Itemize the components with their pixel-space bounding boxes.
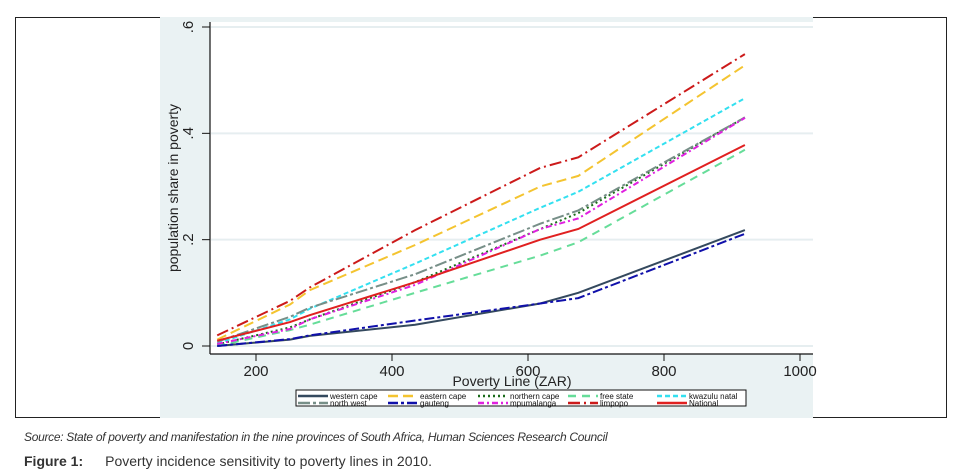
x-tick-label: 400 [379,363,404,380]
legend-label: western cape [329,392,378,401]
legend-label: National [689,399,719,408]
y-tick-label: 0 [180,342,197,350]
series-line-mpumalanga [216,117,746,345]
legend-label: north west [330,399,368,408]
y-tick-label: .2 [180,233,197,246]
plot-area [210,22,813,354]
x-axis-title: Poverty Line (ZAR) [452,373,571,389]
legend-label: kwazulu natal [689,392,738,401]
series-line-northern-cape [216,116,746,346]
series-line-limpopo [216,53,746,337]
figure-text: Poverty incidence sensitivity to poverty… [105,453,432,469]
x-tick-label: 600 [515,363,540,380]
legend: western cape eastern cape northern cape fre… [295,389,747,408]
series-line-national [216,144,746,342]
legend-label: limpopo [600,399,629,408]
y-axis-title: population share in poverty [165,104,181,272]
legend-label: northern cape [510,392,560,401]
series-line-free-state [216,148,746,347]
source-note: Source: State of poverty and manifestati… [24,430,608,444]
series-line-western-cape [217,229,746,347]
x-tick-label: 800 [651,363,676,380]
y-tick-label: .6 [180,21,197,34]
x-tick-label: 200 [243,363,268,380]
series-line-eastern-cape [216,64,746,341]
legend-label: eastern cape [420,392,467,401]
series-line-kwazulu-natal [216,97,746,345]
legend-label: gauteng [420,399,449,408]
legend-label: free state [600,392,634,401]
series-line-north-west [216,116,746,343]
series-line-gauteng [217,232,746,347]
x-tick-label: 1000 [783,363,816,380]
legend-label: mpumalanga [510,399,557,408]
figure-caption: Figure 1: Poverty incidence sensitivity t… [24,453,432,469]
figure-label: Figure 1: [24,453,84,469]
y-tick-label: .4 [180,127,197,140]
